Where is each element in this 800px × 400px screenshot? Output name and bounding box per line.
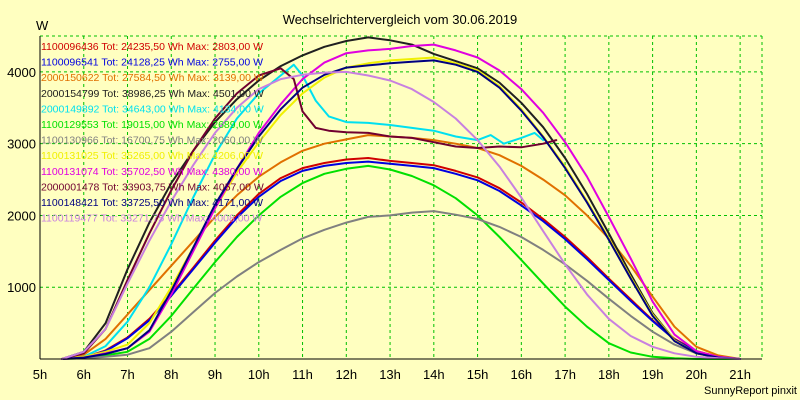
axis-layer: 5h 6h 7h 8h 9h 10h 11h 12h 13h 14h 15h 16h 17h 18h 19h… bbox=[7, 36, 762, 382]
series-line-5 bbox=[60, 63, 545, 360]
series-line-11 bbox=[60, 59, 742, 360]
legend-entry-2: 1100096541 Tot: 24128,25 Wh Max: 2755,00… bbox=[41, 57, 263, 69]
legend-entry-12: 1100119477 Tot: 33271,75 Wh Max: 4008,00… bbox=[41, 213, 262, 225]
x-tick-label: 9h bbox=[208, 367, 222, 382]
y-axis-label: W bbox=[36, 18, 49, 33]
x-tick-label: 8h bbox=[164, 367, 178, 382]
x-tick-label: 18h bbox=[598, 367, 620, 382]
series-line-4 bbox=[60, 36, 742, 360]
series-line-2 bbox=[60, 160, 742, 360]
legend-entry-8: 1100131025 Tot: 35265,00 Wh Max: 4206,00… bbox=[41, 150, 263, 162]
x-tick-label: 6h bbox=[77, 367, 91, 382]
legend-entry-5: 2000149892 Tot: 34643,00 Wh Max: 4134,00… bbox=[41, 103, 264, 115]
legend-entry-11: 1100148421 Tot: 33725,50 Wh Max: 4171,00… bbox=[41, 197, 263, 209]
x-tick-label: 15h bbox=[467, 367, 489, 382]
legend-entry-10: 2000001478 Tot: 33903,75 Wh Max: 4057,00… bbox=[41, 181, 264, 193]
legend-entry-9: 1100131074 Tot: 35702,50 Wh Max: 4380,00… bbox=[41, 166, 263, 178]
legend-entry-6: 1100129553 Tot: 19015,00 Wh Max: 2689,00… bbox=[41, 119, 263, 131]
legend-entry-1: 1100096436 Tot: 24235,50 Wh Max: 2803,00… bbox=[41, 41, 263, 53]
legend-entry-3: 2000150622 Tot: 27584,50 Wh Max: 3139,00… bbox=[41, 72, 264, 84]
series-line-7 bbox=[60, 210, 742, 360]
y-tick-label: 4000 bbox=[7, 65, 36, 80]
x-tick-label: 7h bbox=[120, 367, 134, 382]
x-tick-label: 13h bbox=[379, 367, 401, 382]
y-tick-label: 2000 bbox=[7, 208, 36, 223]
series-line-12 bbox=[60, 70, 742, 360]
y-tick-label: 1000 bbox=[7, 280, 36, 295]
x-tick-label: 14h bbox=[423, 367, 445, 382]
x-tick-label: 19h bbox=[642, 367, 664, 382]
x-tick-label: 12h bbox=[335, 367, 357, 382]
series-layer bbox=[60, 36, 742, 360]
x-tick-label: 16h bbox=[510, 367, 532, 382]
legend-entry-4: 2000154799 Tot: 38986,25 Wh Max: 4501,00… bbox=[41, 88, 264, 100]
series-line-9 bbox=[60, 43, 742, 360]
x-tick-label: 20h bbox=[686, 367, 708, 382]
chart-title: Wechselrichtervergleich vom 30.06.2019 bbox=[283, 12, 518, 27]
legend-layer: 1100096436 Tot: 24235,50 Wh Max: 2803,00… bbox=[41, 41, 264, 225]
legend-entry-7: 1100130966 Tot: 16700,75 Wh Max: 2060,00… bbox=[41, 135, 263, 147]
x-tick-label: 21h bbox=[729, 367, 751, 382]
series-line-6 bbox=[60, 164, 742, 360]
footer-label: SunnyReport pinxit bbox=[704, 385, 797, 397]
x-tick-label: 5h bbox=[33, 367, 47, 382]
grid-layer bbox=[40, 35, 763, 359]
x-tick-label: 11h bbox=[292, 367, 313, 382]
x-tick-label: 10h bbox=[248, 367, 270, 382]
series-line-10 bbox=[60, 67, 558, 360]
y-tick-label: 3000 bbox=[7, 137, 36, 152]
x-tick-label: 17h bbox=[554, 367, 576, 382]
